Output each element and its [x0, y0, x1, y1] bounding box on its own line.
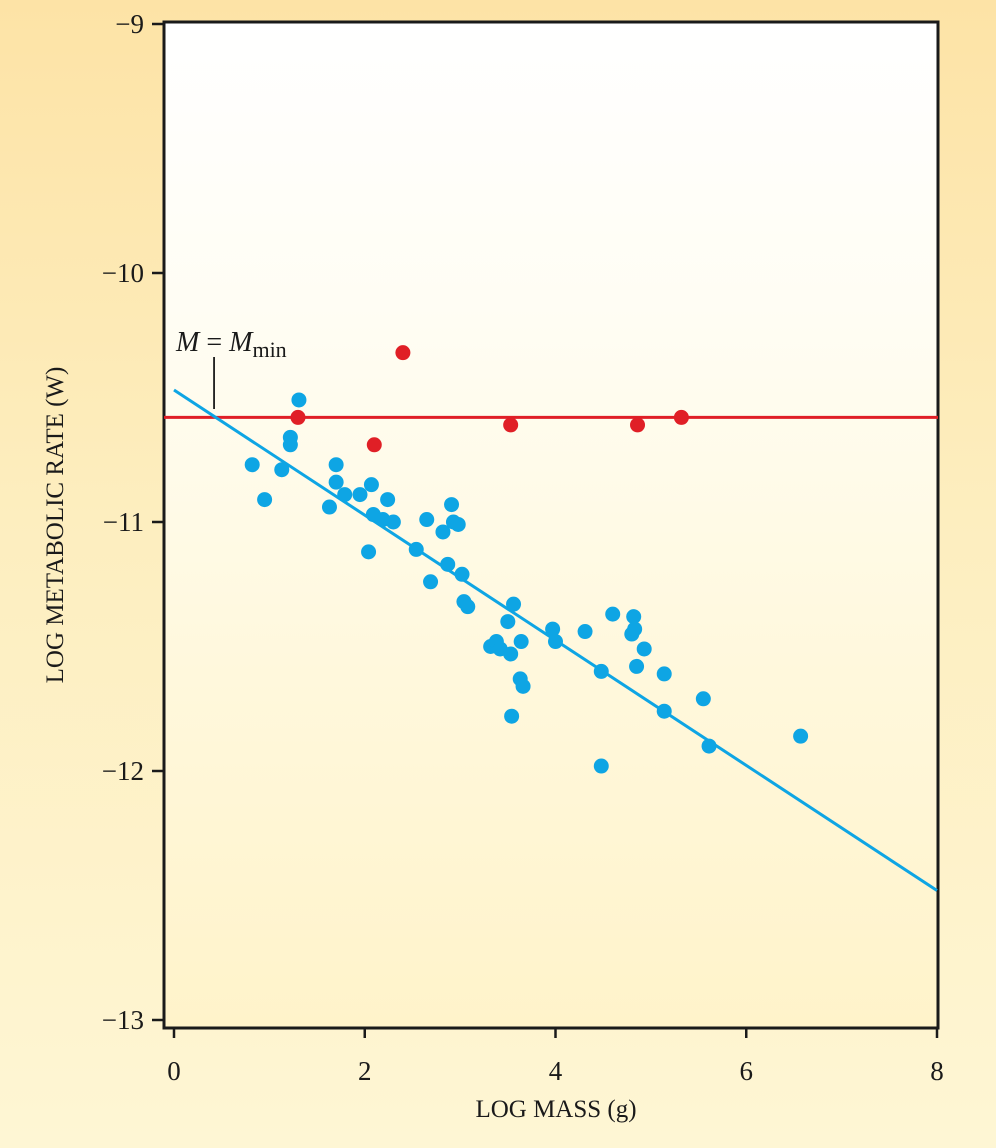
blue-point-5 — [282, 437, 298, 453]
blue-point-42 — [593, 758, 609, 774]
x-tick-label-6: 6 — [740, 1056, 754, 1086]
blue-point-33 — [503, 646, 519, 662]
blue-point-19 — [419, 512, 435, 528]
blue-point-16 — [380, 492, 396, 508]
blue-point-8 — [328, 457, 344, 473]
blue-point-22 — [440, 556, 456, 572]
blue-point-6 — [291, 392, 307, 408]
blue-point-1 — [244, 457, 260, 473]
blue-point-39 — [545, 621, 561, 637]
blue-point-44 — [605, 606, 621, 622]
blue-point-46 — [626, 609, 642, 625]
y-tick-label-9: −9 — [115, 9, 144, 39]
blue-point-28 — [460, 599, 476, 615]
x-tick-label-2: 2 — [358, 1056, 372, 1086]
blue-point-7 — [321, 499, 337, 515]
blue-point-51 — [656, 666, 672, 682]
y-tick-label-11: −11 — [103, 507, 144, 537]
blue-point-47 — [627, 621, 643, 637]
red-point-1 — [290, 409, 306, 425]
blue-point-2 — [257, 492, 273, 508]
blue-point-11 — [352, 487, 368, 503]
blue-point-41 — [577, 624, 593, 640]
blue-point-18 — [408, 541, 424, 557]
blue-point-34 — [504, 708, 520, 724]
blue-point-23 — [444, 497, 460, 513]
blue-point-37 — [513, 634, 529, 650]
red-point-4 — [503, 417, 519, 433]
m-min-annotation: M = Mmin — [175, 327, 287, 409]
blue-point-35 — [506, 596, 522, 612]
blue-point-3 — [274, 462, 290, 478]
blue-point-40 — [548, 634, 563, 650]
plot-area — [162, 20, 940, 1030]
red-point-2 — [366, 437, 382, 453]
blue-point-26 — [454, 566, 470, 582]
blue-point-43 — [593, 663, 609, 679]
blue-point-38 — [515, 678, 531, 694]
blue-point-12 — [361, 544, 377, 560]
x-tick-label-4: 4 — [549, 1056, 563, 1086]
x-axis-title: LOG MASS (g) — [475, 1096, 636, 1123]
blue-point-53 — [701, 738, 717, 754]
axis-ticks: 0 2 4 6 8 −13 −12 −11 −10 −9 — [102, 9, 944, 1086]
y-axis-title: LOG METABOLIC RATE (W) — [42, 367, 69, 684]
m-min-label: M = Mmin — [175, 327, 287, 362]
y-tick-label-12: −12 — [102, 756, 144, 786]
red-point-6 — [673, 409, 689, 425]
x-tick-label-0: 0 — [167, 1056, 181, 1086]
blue-point-9 — [328, 474, 344, 490]
blue-point-32 — [500, 614, 516, 630]
data-points — [244, 345, 809, 774]
x-tick-label-8: 8 — [930, 1056, 944, 1086]
red-point-5 — [630, 417, 646, 433]
blue-point-17 — [385, 514, 401, 530]
blue-point-21 — [435, 524, 451, 540]
y-tick-label-10: −10 — [102, 258, 144, 288]
blue-point-25 — [450, 516, 466, 532]
red-point-3 — [395, 345, 411, 361]
blue-point-48 — [629, 658, 645, 674]
blue-point-49 — [636, 641, 652, 657]
y-tick-label-13: −13 — [102, 1005, 144, 1035]
blue-point-20 — [423, 574, 439, 590]
blue-point-50 — [656, 703, 672, 719]
blue-point-52 — [695, 691, 711, 707]
blue-point-10 — [337, 487, 353, 503]
blue-point-13 — [363, 477, 379, 493]
blue-point-54 — [793, 728, 809, 744]
